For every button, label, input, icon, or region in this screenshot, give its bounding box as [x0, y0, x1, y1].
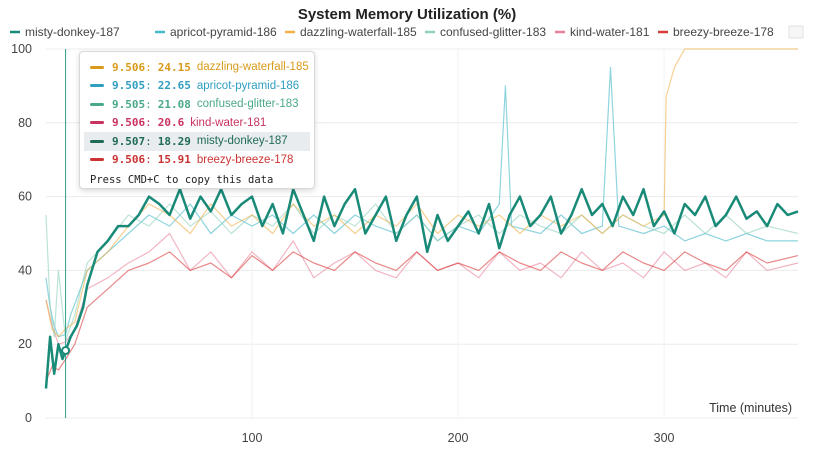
legend-overflow-box[interactable] [788, 25, 804, 39]
x-tick-label: 200 [448, 431, 469, 445]
tooltip-swatch [90, 121, 104, 125]
series-line[interactable] [45, 251, 799, 382]
tooltip-swatch [90, 65, 104, 69]
legend-item[interactable]: kind-water-181 [570, 25, 650, 39]
legend-item[interactable]: confused-glitter-183 [440, 25, 546, 39]
tooltip-series-name: kind-water-181 [190, 116, 267, 129]
x-axis-label: Time (minutes) [709, 401, 792, 415]
tooltip-y-value: 24.15 [157, 60, 191, 74]
y-axis: 0 20 40 60 80 100 [11, 42, 32, 425]
tooltip-x-value: 9.505 [112, 79, 146, 93]
tooltip-rows: 9.506:24.15 dazzling-waterfall-185 9.505:2… [84, 58, 310, 170]
series-line[interactable] [45, 232, 799, 345]
tooltip-row: 9.507:18.29 misty-donkey-187 [84, 132, 310, 151]
tooltip-row: 9.506:15.91 breezy-breeze-178 [90, 151, 304, 170]
tooltip-series-name: dazzling-waterfall-185 [196, 61, 309, 74]
legend-item[interactable]: dazzling-waterfall-185 [300, 25, 417, 39]
tooltip-series-name: breezy-breeze-178 [196, 153, 294, 166]
x-tick-label: 300 [654, 431, 675, 445]
y-tick-label: 80 [18, 116, 32, 130]
tooltip-swatch [90, 102, 104, 106]
tooltip-y-value: 18.29 [157, 134, 191, 148]
y-tick-label: 100 [11, 42, 32, 56]
tooltip-footer: Press CMD+C to copy this data [90, 174, 274, 186]
legend: misty-donkey-187 apricot-pyramid-186 dazzl… [10, 25, 774, 39]
tooltip-y-value: 15.91 [157, 153, 191, 167]
tooltip-x-value: 9.506 [112, 116, 146, 130]
x-tick-label: 100 [242, 431, 263, 445]
tooltip-x-value: 9.506 [112, 60, 146, 74]
y-tick-label: 0 [25, 411, 32, 425]
tooltip-series-name: apricot-pyramid-186 [196, 79, 300, 92]
tooltip-y-value: 20.6 [157, 116, 185, 130]
hover-tooltip: 9.506:24.15 dazzling-waterfall-185 9.505:2… [79, 51, 315, 189]
tooltip-row: 9.506:24.15 dazzling-waterfall-185 [90, 58, 309, 77]
tooltip-row: 9.505:21.08 confused-glitter-183 [90, 95, 304, 114]
legend-item[interactable]: breezy-breeze-178 [673, 25, 774, 39]
tooltip-y-value: 21.08 [157, 97, 191, 111]
y-tick-label: 60 [18, 190, 32, 204]
legend-item[interactable]: apricot-pyramid-186 [170, 25, 277, 39]
x-axis: 100 200 300 [242, 431, 675, 445]
tooltip-x-value: 9.507 [112, 134, 146, 148]
tooltip-series-name: misty-donkey-187 [196, 135, 288, 148]
y-tick-label: 40 [18, 263, 32, 277]
y-tick-label: 20 [18, 337, 32, 351]
tooltip-swatch [90, 84, 104, 88]
chart-title: System Memory Utilization (%) [298, 6, 516, 23]
tooltip-y-value: 22.65 [157, 79, 191, 93]
tooltip-x-value: 9.506 [112, 153, 146, 167]
series-lines [44, 48, 799, 389]
tooltip-swatch [90, 139, 104, 143]
tooltip-x-value: 9.505 [112, 97, 146, 111]
tooltip-swatch [90, 158, 104, 162]
tooltip-row: 9.505:22.65 apricot-pyramid-186 [90, 77, 304, 96]
tooltip-row: 9.506:20.6 kind-water-181 [90, 114, 304, 133]
tooltip-series-name: confused-glitter-183 [196, 98, 299, 111]
series-line[interactable] [44, 187, 799, 389]
legend-item[interactable]: misty-donkey-187 [25, 25, 120, 39]
hover-dot [61, 346, 71, 356]
